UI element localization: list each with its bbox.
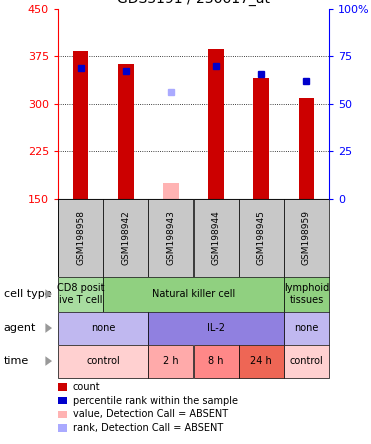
Bar [148,198,194,277]
Bar [103,198,148,277]
Text: control: control [86,356,120,366]
Text: Natural killer cell: Natural killer cell [152,289,235,299]
Bar [194,198,239,277]
Text: GSM198943: GSM198943 [167,210,175,265]
Text: 2 h: 2 h [163,356,179,366]
Text: percentile rank within the sample: percentile rank within the sample [73,396,238,406]
Text: GSM198945: GSM198945 [257,210,266,265]
Text: value, Detection Call = ABSENT: value, Detection Call = ABSENT [73,409,228,420]
Bar [58,312,148,345]
Text: cell type: cell type [4,289,51,299]
Bar [253,78,269,198]
Bar [148,312,284,345]
Bar [58,198,103,277]
Bar [73,51,89,198]
Bar [284,312,329,345]
Bar [163,183,179,198]
Text: count: count [73,382,101,392]
Bar [148,345,194,377]
Text: GSM198942: GSM198942 [121,210,130,265]
Text: GSM198944: GSM198944 [211,210,221,265]
Text: time: time [4,356,29,366]
Text: none: none [294,323,319,333]
Bar [299,99,314,198]
Text: rank, Detection Call = ABSENT: rank, Detection Call = ABSENT [73,423,223,433]
Bar [194,345,239,377]
Bar [58,277,103,312]
Text: 24 h: 24 h [250,356,272,366]
Title: GDS3191 / 236617_at: GDS3191 / 236617_at [117,0,270,6]
Text: GSM198958: GSM198958 [76,210,85,265]
Bar [118,64,134,198]
Bar [284,345,329,377]
Bar [208,49,224,198]
Text: control: control [289,356,323,366]
Bar [103,277,284,312]
Text: agent: agent [4,323,36,333]
Text: 8 h: 8 h [209,356,224,366]
Text: none: none [91,323,115,333]
Bar [284,198,329,277]
Bar [58,345,148,377]
Text: IL-2: IL-2 [207,323,225,333]
Text: CD8 posit
ive T cell: CD8 posit ive T cell [57,283,104,305]
Bar [284,277,329,312]
Bar [239,198,284,277]
Text: GSM198959: GSM198959 [302,210,311,265]
Bar [239,345,284,377]
Text: lymphoid
tissues: lymphoid tissues [284,283,329,305]
